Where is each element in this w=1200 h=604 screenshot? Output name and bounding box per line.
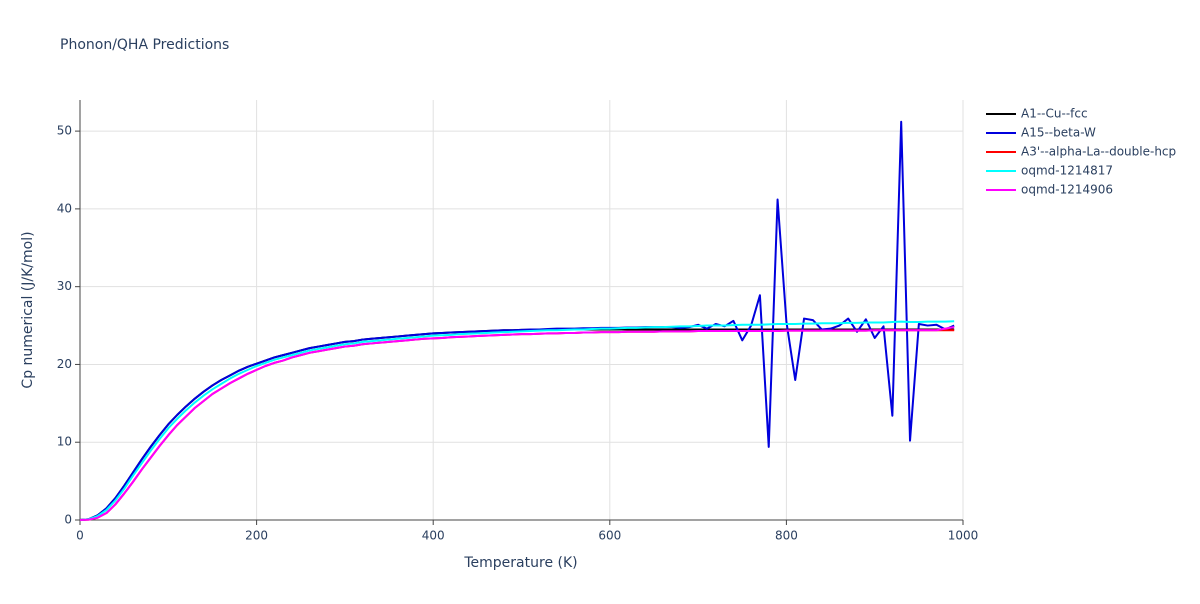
series-line [79, 320, 955, 521]
x-tick-label: 1000 [948, 529, 979, 543]
series-line [79, 328, 955, 521]
series-line [79, 120, 955, 521]
y-tick-label: 0 [64, 513, 72, 527]
legend-label: A1--Cu--fcc [1021, 107, 1088, 121]
legend-label: oqmd-1214906 [1021, 183, 1113, 197]
x-tick-label: 800 [775, 529, 798, 543]
x-tick-label: 0 [76, 529, 84, 543]
legend-label: oqmd-1214817 [1021, 164, 1113, 178]
legend-label: A15--beta-W [1021, 126, 1096, 140]
series-line [79, 329, 955, 521]
y-tick-label: 50 [57, 124, 72, 138]
legend-label: A3'--alpha-La--double-hcp [1021, 145, 1176, 159]
x-tick-label: 400 [422, 529, 445, 543]
x-tick-label: 200 [245, 529, 268, 543]
series-line [79, 326, 955, 521]
y-tick-label: 10 [57, 435, 72, 449]
y-tick-label: 20 [57, 357, 72, 371]
x-axis-label: Temperature (K) [463, 555, 577, 571]
y-axis-label: Cp numerical (J/K/mol) [20, 231, 36, 388]
chart-title: Phonon/QHA Predictions [60, 37, 229, 53]
x-tick-label: 600 [598, 529, 621, 543]
y-tick-label: 40 [57, 201, 72, 215]
y-tick-label: 30 [57, 279, 72, 293]
